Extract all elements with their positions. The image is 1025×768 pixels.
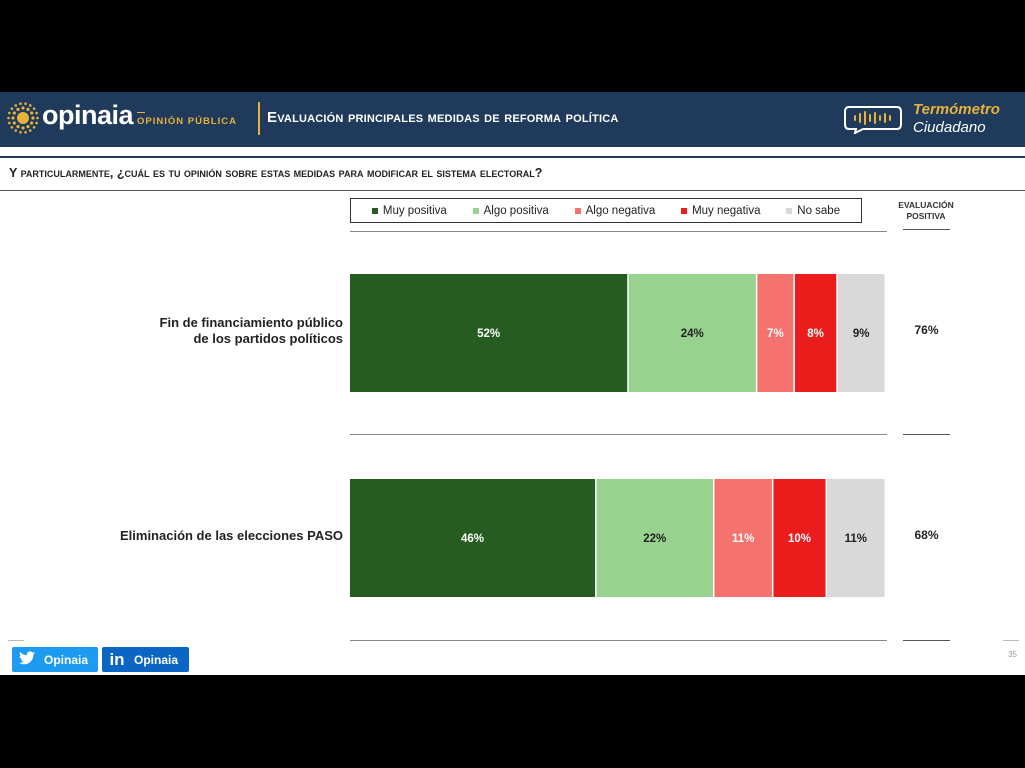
eval-header-rule (903, 229, 950, 230)
edge-rule (1003, 640, 1019, 641)
legend-item: Algo positiva (472, 204, 549, 217)
bar-segment (350, 479, 596, 597)
brand-dash (137, 112, 145, 113)
legend-label: Muy negativa (692, 204, 761, 217)
legend-label: Muy positiva (382, 204, 447, 217)
legend-label: Algo positiva (483, 204, 549, 217)
legend-swatch (786, 207, 793, 214)
bar-data-label: 24% (681, 328, 704, 340)
legend-label: Algo negativa (585, 204, 656, 217)
bar-segment (628, 274, 756, 392)
category-label-line: de los partidos políticos (193, 331, 343, 346)
eval-header: EVALUACIÓN POSITIVA (889, 200, 963, 222)
stacked-bar-chart: 52% 24% 7% 8% 9% 46% 22% 11% 10% 11% (350, 274, 885, 597)
legend-item: No sabe (786, 205, 840, 217)
bar-segment (350, 274, 628, 392)
eval-positiva-value: 68% (914, 528, 939, 542)
bar-segment (837, 274, 885, 392)
legend-item: Algo negativa (574, 204, 656, 217)
bar-data-label: 46% (461, 533, 484, 545)
twitter-icon (16, 651, 38, 668)
linkedin-label: Opinaia (134, 652, 179, 667)
category-label: Eliminación de las elecciones PASO (103, 528, 343, 544)
bar-data-label: 11% (732, 533, 754, 545)
header-bar: opinaia OPINIÓN PÚBLICA Evaluación princ… (0, 92, 1025, 147)
legend-label: No sabe (797, 204, 841, 217)
question-top-rule (0, 156, 1025, 158)
legend-swatch (472, 207, 479, 214)
eval-positiva-value: 76% (914, 323, 939, 337)
bar-data-label: 52% (477, 328, 500, 340)
category-label: Fin de financiamiento público de los part… (103, 315, 343, 347)
slide: opinaia OPINIÓN PÚBLICA Evaluación princ… (0, 92, 1025, 675)
bar-segment (596, 479, 713, 597)
bar-data-label: 9% (853, 328, 870, 340)
bar-segment (714, 479, 772, 597)
edge-rule (8, 640, 24, 641)
legend-swatch (371, 207, 378, 214)
brand-name: opinaia (42, 100, 134, 130)
sun-logo-icon (7, 102, 39, 134)
bar-data-label: 22% (643, 533, 666, 545)
chart-legend: Muy positiva Algo positiva Algo negativa Mu… (350, 198, 862, 223)
question-text: Y particularmente, ¿cuál es tu opinión s… (9, 166, 543, 180)
legend-swatch (574, 207, 581, 214)
category-label-line: Eliminación de las elecciones PASO (119, 528, 343, 543)
bar-segment (773, 479, 826, 597)
category-label-line: Fin de financiamiento público (159, 315, 343, 330)
row-separator (350, 434, 887, 435)
linkedin-icon: in (109, 649, 125, 669)
row-separator (903, 640, 950, 641)
twitter-button[interactable]: Opinaia (12, 647, 98, 672)
bar-segment (827, 479, 885, 597)
linkedin-button[interactable]: in Opinaia (102, 647, 189, 672)
header-divider (258, 102, 260, 135)
page-title: Evaluación principales medidas de reform… (267, 109, 619, 126)
eval-header-line-2: POSITIVA (906, 211, 946, 221)
badge-line-1: Termómetro (913, 101, 1000, 118)
speech-bubble-soundwave-icon (844, 106, 902, 134)
legend-item: Muy negativa (681, 205, 760, 217)
page-number: 35 (1008, 650, 1017, 659)
bar-data-label: 10% (788, 533, 811, 545)
bar-data-label: 8% (807, 328, 824, 340)
bar-segment (757, 274, 794, 392)
bar-data-label: 7% (767, 328, 784, 340)
twitter-label: Opinaia (44, 652, 89, 667)
bar-segment (794, 274, 837, 392)
badge-line-2: Ciudadano (913, 119, 986, 136)
legend-swatch (681, 207, 688, 214)
bar-data-label: 11% (845, 533, 867, 545)
eval-header-line-1: EVALUACIÓN (898, 200, 954, 210)
row-separator (350, 640, 887, 641)
question-bottom-rule (0, 190, 1025, 191)
legend-item: Muy positiva (371, 204, 447, 217)
row-separator (903, 434, 950, 435)
row-separator (350, 231, 887, 232)
brand-subtitle: OPINIÓN PÚBLICA (137, 116, 237, 127)
